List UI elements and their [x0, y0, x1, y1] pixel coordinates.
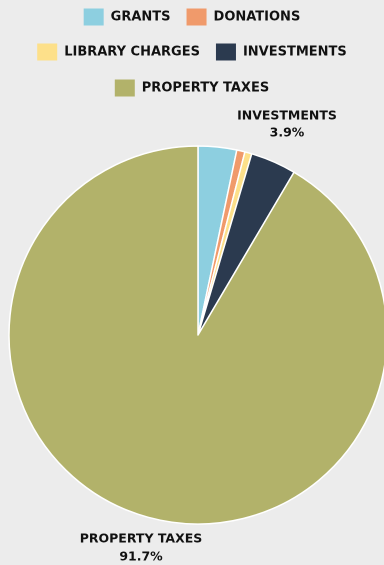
legend-item-investments: INVESTMENTS: [215, 43, 347, 61]
legend-item-grants: GRANTS: [83, 8, 171, 26]
legend-label-donations: DONATIONS: [214, 10, 301, 25]
pie-slice-property-taxes: [8, 145, 384, 525]
data-label-name-investments: INVESTMENTS: [237, 108, 337, 123]
legend-swatch-grants: [83, 8, 104, 26]
legend-swatch-donations: [186, 8, 207, 26]
legend-swatch-investments: [215, 43, 236, 61]
data-label-value-investments: 3.9%: [270, 125, 305, 140]
pie-slices: [8, 145, 384, 525]
data-label-investments: INVESTMENTS 3.9%: [237, 108, 337, 140]
pie-data-labels: INVESTMENTS 3.9% PROPERTY TAXES 91.7%: [80, 108, 337, 564]
legend-swatch-library-charges: [37, 43, 58, 61]
legend-item-property-taxes: PROPERTY TAXES: [114, 79, 269, 97]
chart-legend: GRANTS DONATIONS LIBRARY CHARGES INVESTMENT…: [37, 8, 347, 97]
legend-item-library-charges: LIBRARY CHARGES: [37, 43, 200, 61]
legend-item-donations: DONATIONS: [186, 8, 301, 26]
data-label-value-property-taxes: 91.7%: [119, 549, 163, 564]
legend-row: GRANTS DONATIONS: [83, 8, 301, 26]
data-label-property-taxes: PROPERTY TAXES 91.7%: [80, 531, 203, 564]
legend-label-investments: INVESTMENTS: [243, 45, 347, 60]
legend-label-grants: GRANTS: [111, 10, 171, 25]
legend-row: LIBRARY CHARGES INVESTMENTS: [37, 43, 347, 61]
legend-label-property-taxes: PROPERTY TAXES: [142, 81, 269, 96]
legend-label-library-charges: LIBRARY CHARGES: [64, 45, 200, 60]
data-label-name-property-taxes: PROPERTY TAXES: [80, 531, 203, 546]
legend-swatch-property-taxes: [114, 79, 135, 97]
legend-row: PROPERTY TAXES: [114, 79, 269, 97]
